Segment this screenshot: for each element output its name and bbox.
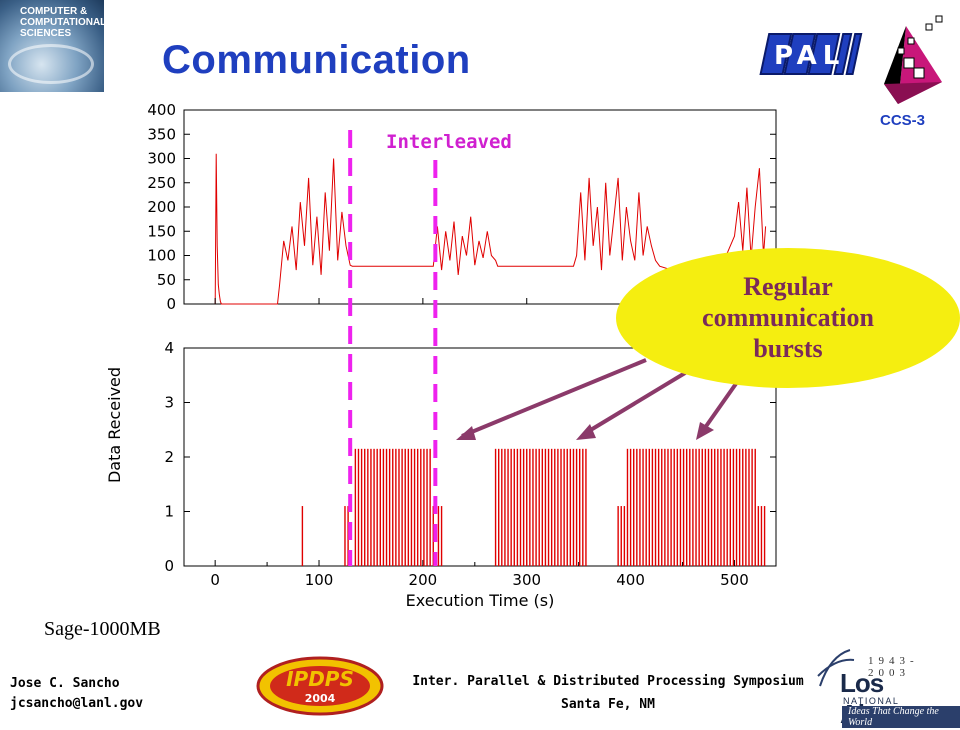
callout-bubble (616, 248, 960, 388)
callout-line-1: Regular (743, 272, 833, 301)
communication-chart: 0 50 100 150 200 250 300 350 400 0 1 2 3 4 0 100 200 30… (105, 101, 960, 610)
top-y-tick-label: 0 (166, 295, 176, 313)
conference-name: Inter. Parallel & Distributed Processing… (412, 674, 804, 689)
x-tick-label: 300 (512, 571, 541, 589)
callout-arrowhead-1 (456, 426, 476, 440)
x-tick-label: 200 (409, 571, 438, 589)
pyramid-logo (884, 15, 943, 104)
bottom-y-axis: 0 1 2 3 4 (164, 339, 776, 575)
ccs-logo-text: COMPUTER & COMPUTATIONAL SCIENCES (20, 6, 104, 39)
slide-title: Communication (162, 38, 471, 82)
bottom-series-bars (301, 448, 766, 566)
top-y-tick-label: 250 (147, 174, 176, 192)
logo-ring-shape (8, 44, 94, 84)
x-tick-label: 500 (720, 571, 749, 589)
ccs3-label: CCS-3 (880, 112, 926, 129)
ipdps-logo: IPDPS 2004 (256, 656, 384, 716)
top-y-tick-label: 150 (147, 222, 176, 240)
x-tick-label: 0 (210, 571, 220, 589)
bottom-y-tick-label: 3 (164, 394, 174, 412)
callout-arrow-3 (700, 376, 742, 434)
callout-line-2: communication (702, 303, 874, 332)
bottom-y-tick-label: 2 (164, 448, 174, 466)
top-y-tick-label: 300 (147, 150, 176, 168)
top-y-axis: 0 50 100 150 200 250 300 350 400 (147, 101, 776, 313)
lanl-atom-icon (817, 649, 855, 687)
callout-arrowhead-3 (696, 422, 714, 440)
top-y-tick-label: 200 (147, 198, 176, 216)
top-y-tick-label: 100 (147, 247, 176, 265)
author-email: jcsancho@lanl.gov (10, 696, 144, 711)
author-name: Jose C. Sancho (10, 676, 120, 691)
workload-label: Sage-1000MB (44, 618, 161, 640)
callout-line-3: bursts (753, 334, 822, 363)
pal-logo-text: PAL (774, 41, 845, 71)
lanl-years: 1943-2003 (868, 655, 919, 679)
x-axis-label: Execution Time (s) (406, 591, 555, 610)
bottom-y-tick-label: 0 (164, 557, 174, 575)
ipdps-year: 2004 (305, 692, 336, 705)
top-y-tick-label: 400 (147, 101, 176, 119)
callout-arrow-1 (461, 358, 647, 438)
y-axis-label: Data Received (105, 367, 124, 483)
ipdps-logo-text: IPDPS (286, 667, 354, 691)
top-y-tick-label: 50 (157, 271, 176, 289)
lanl-tagline: Ideas That Change the World (842, 706, 960, 728)
top-y-tick-label: 350 (147, 125, 176, 143)
x-tick-label: 100 (305, 571, 334, 589)
ccs-division-logo: COMPUTER & COMPUTATIONAL SCIENCES (0, 0, 104, 92)
callout-arrow-2 (582, 368, 692, 436)
interleaved-annotation: Interleaved (386, 131, 512, 153)
bottom-x-axis: 0 100 200 300 400 500 (210, 298, 749, 589)
interleaved-markers (348, 130, 438, 566)
conference-location: Santa Fe, NM (561, 697, 655, 712)
bottom-y-tick-label: 4 (164, 339, 174, 357)
callout-arrowhead-2 (576, 424, 596, 440)
pal-logo: PAL (759, 33, 863, 75)
x-tick-label: 400 (616, 571, 645, 589)
bottom-y-tick-label: 1 (164, 503, 174, 521)
